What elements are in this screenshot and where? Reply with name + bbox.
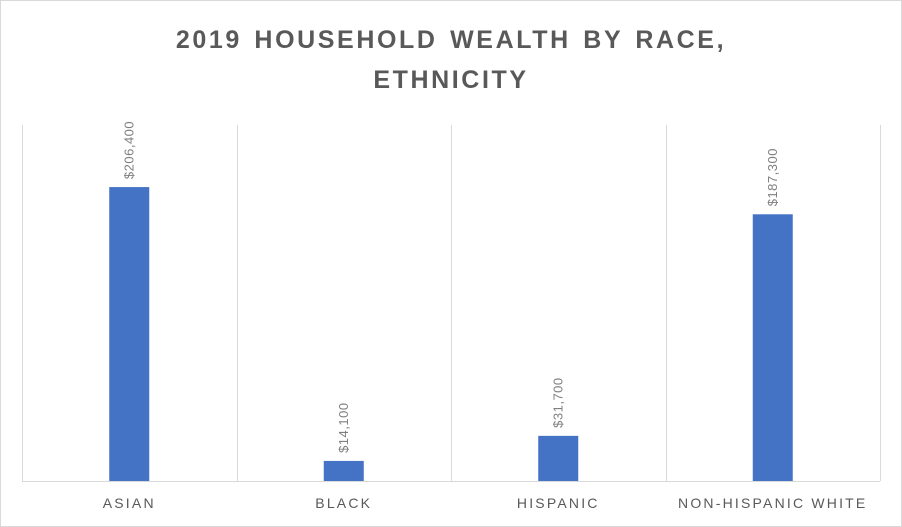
data-label: $14,100 (336, 402, 351, 453)
chart-title-line-2: ETHNICITY (373, 66, 529, 94)
bar (752, 214, 793, 482)
data-label: $206,400 (121, 121, 136, 179)
x-tick-label: ASIAN (103, 495, 156, 511)
bar (109, 187, 150, 481)
bar (538, 435, 579, 481)
bar (323, 460, 364, 481)
x-tick-label: HISPANIC (517, 495, 600, 511)
data-label: $187,300 (765, 148, 780, 206)
data-label: $31,700 (550, 377, 565, 428)
x-tick-label: BLACK (315, 495, 372, 511)
chart-title: 2019 HOUSEHOLD WEALTH BY RACE, ETHNICITY (0, 20, 902, 100)
x-tick-label: NON-HISPANIC WHITE (678, 495, 867, 511)
chart-title-line-1: 2019 HOUSEHOLD WEALTH BY RACE, (175, 26, 727, 54)
